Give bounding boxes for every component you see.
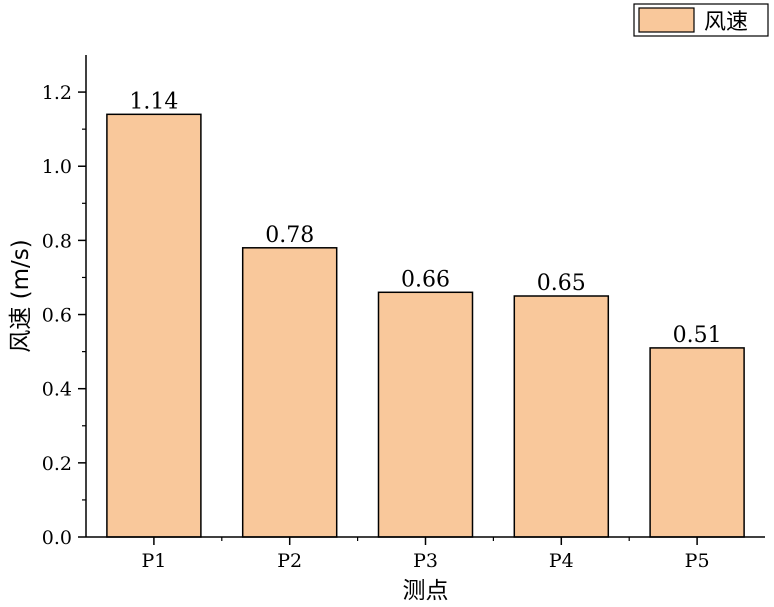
y-tick-label: 0.0 (42, 527, 72, 549)
x-tick-label-p5: P5 (685, 550, 710, 572)
y-tick-label: 1.0 (42, 156, 72, 178)
value-labels: 1.14 0.78 0.66 0.65 0.51 (129, 89, 721, 348)
y-tick-label: 0.2 (42, 453, 72, 475)
y-tick-label: 0.8 (42, 230, 72, 252)
bar-p4 (513, 295, 610, 538)
value-label-p5: 0.51 (673, 323, 722, 348)
x-tick-label-p1: P1 (141, 550, 166, 572)
y-axis-ticks: 0.0 0.2 0.4 0.6 0.8 1.0 1.2 (42, 82, 86, 549)
bar-p2 (241, 247, 338, 538)
legend-label: 风速 (704, 10, 748, 35)
x-tick-label-p4: P4 (549, 550, 574, 572)
legend-swatch (638, 7, 695, 33)
legend: 风速 (633, 3, 769, 37)
bars (106, 113, 745, 538)
y-tick-label: 0.4 (42, 379, 72, 401)
bar-p5 (649, 347, 745, 538)
x-axis-title: 测点 (403, 578, 449, 604)
x-axis-ticks: P1 P2 P3 P4 P5 (141, 537, 710, 572)
y-axis-title: 风速 (m/s) (8, 239, 34, 352)
x-tick-label-p2: P2 (277, 550, 302, 572)
value-label-p3: 0.66 (401, 267, 450, 292)
bar-p1 (106, 113, 202, 538)
value-label-p2: 0.78 (265, 223, 314, 248)
y-tick-label: 0.6 (42, 305, 72, 327)
value-label-p4: 0.65 (537, 271, 586, 296)
x-tick-label-p3: P3 (413, 550, 438, 572)
value-label-p1: 1.14 (129, 89, 178, 114)
y-tick-label: 1.2 (42, 82, 72, 104)
bar-p3 (377, 291, 474, 538)
